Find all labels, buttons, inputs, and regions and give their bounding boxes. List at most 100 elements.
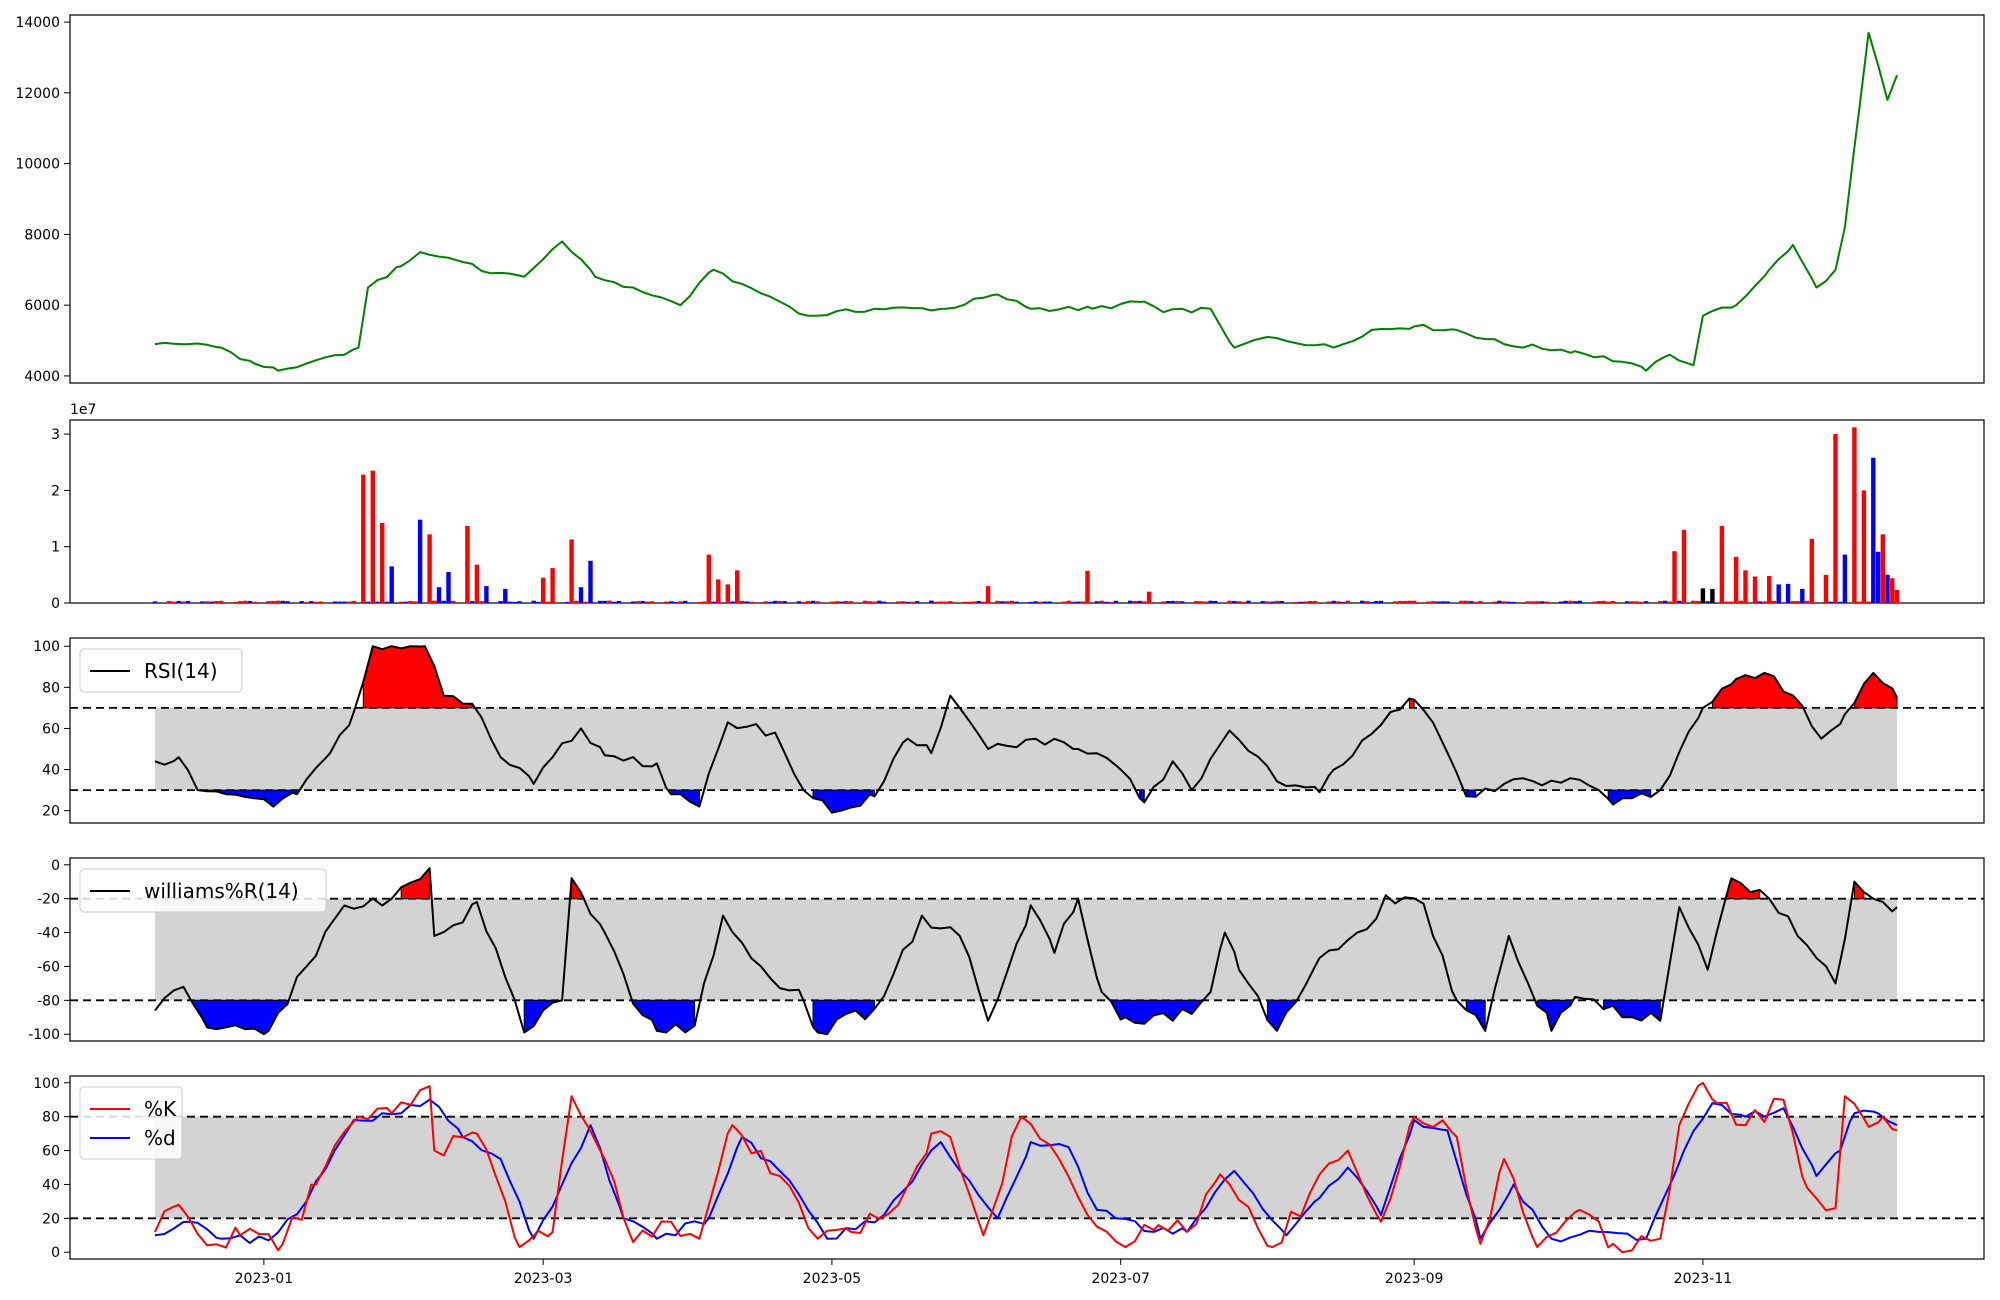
volume-bar bbox=[1610, 600, 1616, 603]
y-tick-label: 14000 bbox=[15, 15, 60, 31]
volume-bar bbox=[597, 600, 603, 603]
volume-bar bbox=[342, 601, 347, 603]
volume-bar bbox=[285, 601, 290, 603]
volume-bar bbox=[645, 601, 650, 603]
volume-bar bbox=[612, 601, 617, 603]
volume-bar bbox=[1393, 601, 1398, 603]
volume-bar bbox=[1591, 601, 1597, 603]
volume-bar bbox=[1270, 601, 1275, 603]
volume-bar bbox=[948, 601, 953, 603]
volume-bar bbox=[815, 601, 820, 603]
volume-bar bbox=[1004, 601, 1010, 603]
volume-bar bbox=[1733, 556, 1739, 603]
volume-bar bbox=[664, 601, 669, 603]
volume-bar bbox=[668, 601, 674, 603]
volume-bar bbox=[1061, 601, 1067, 603]
volume-bar bbox=[365, 601, 371, 603]
volume-bar bbox=[1838, 601, 1843, 603]
volume-bar bbox=[872, 601, 877, 603]
y-tick-label: 6000 bbox=[24, 298, 60, 314]
volume-bar bbox=[266, 601, 271, 603]
volume-bar bbox=[1568, 600, 1573, 603]
volume-bar bbox=[247, 601, 252, 603]
volume-bar bbox=[569, 539, 574, 603]
volume-bar bbox=[1871, 457, 1876, 603]
volume-bar bbox=[436, 587, 442, 603]
volume-bar bbox=[337, 601, 342, 603]
y-tick-label: 100 bbox=[33, 639, 60, 655]
volume-bar bbox=[1014, 601, 1019, 603]
volume-bar bbox=[1374, 601, 1379, 603]
williams-oversold-area bbox=[632, 999, 696, 1034]
volume-bar bbox=[1809, 538, 1814, 603]
volume-bar bbox=[479, 601, 484, 603]
volume-bar bbox=[209, 601, 214, 603]
volume-bar bbox=[1833, 434, 1838, 603]
volume-bar bbox=[361, 474, 366, 603]
legend-frame bbox=[79, 868, 327, 913]
legend-label: RSI(14) bbox=[144, 659, 218, 683]
volume-bar bbox=[848, 601, 854, 603]
volume-bar bbox=[829, 601, 835, 603]
volume-bar bbox=[152, 601, 158, 603]
volume-bar bbox=[1506, 601, 1511, 603]
volume-bar bbox=[995, 600, 1000, 603]
y-tick-label: 8000 bbox=[24, 227, 60, 243]
volume-bar bbox=[1535, 601, 1540, 603]
volume-bar bbox=[536, 601, 541, 603]
volume-bar bbox=[1842, 554, 1848, 603]
volume-bar bbox=[1132, 601, 1138, 603]
y-tick-label: 20 bbox=[42, 804, 60, 820]
volume-bar bbox=[697, 602, 702, 603]
volume-bar bbox=[962, 601, 967, 603]
volume-bar bbox=[271, 600, 276, 603]
volume-bar bbox=[1104, 601, 1109, 603]
volume-bar bbox=[1681, 529, 1687, 603]
volume-bar bbox=[1298, 601, 1303, 603]
legend-box-4: williams%R(14) bbox=[79, 868, 327, 913]
volume-bar bbox=[938, 601, 943, 603]
volume-bar bbox=[1000, 601, 1005, 603]
volume-bar bbox=[1643, 601, 1649, 603]
volume-bar bbox=[1109, 602, 1114, 603]
panel-frame-3 bbox=[69, 637, 1985, 824]
y-tick-label: -80 bbox=[37, 993, 60, 1009]
volume-bar bbox=[1724, 601, 1729, 603]
stochastic-k-line bbox=[154, 1081, 1898, 1254]
volume-bar bbox=[1785, 583, 1791, 603]
volume-bar bbox=[1071, 601, 1076, 603]
volume-bar bbox=[881, 601, 887, 603]
williams-oversold-area bbox=[812, 999, 875, 1035]
y-tick-label: -100 bbox=[28, 1027, 60, 1043]
volume-bar bbox=[1127, 600, 1133, 603]
volume-bar bbox=[1885, 574, 1890, 603]
volume-bar bbox=[1440, 601, 1445, 603]
volume-bar bbox=[1667, 601, 1672, 603]
volume-bar bbox=[1634, 601, 1639, 603]
x-tick-label: 2023-01 bbox=[235, 1271, 294, 1287]
y-tick-label: 40 bbox=[42, 1177, 60, 1193]
volume-bar bbox=[470, 601, 475, 603]
volume-bar bbox=[1577, 600, 1582, 603]
volume-bar bbox=[181, 601, 186, 603]
y-tick-label: 0 bbox=[51, 596, 60, 612]
volume-bar bbox=[1236, 601, 1242, 603]
volume-bar bbox=[185, 601, 191, 603]
volume-bar bbox=[1146, 591, 1152, 603]
volume-bar bbox=[1009, 600, 1014, 603]
volume-bar bbox=[346, 601, 352, 603]
volume-bar bbox=[1397, 600, 1403, 603]
volume-bar bbox=[943, 601, 948, 603]
volume-bar bbox=[275, 600, 281, 603]
volume-bar bbox=[1525, 601, 1530, 603]
volume-bar bbox=[1662, 600, 1668, 603]
volume-bar bbox=[1497, 600, 1502, 603]
volume-bar bbox=[588, 560, 593, 603]
volume-bar bbox=[649, 601, 655, 603]
y-tick-label: -20 bbox=[37, 892, 60, 908]
volume-bar bbox=[1213, 600, 1218, 603]
volume-bar bbox=[1331, 600, 1336, 603]
volume-bar bbox=[782, 601, 787, 603]
rsi-neutral-band bbox=[155, 707, 1897, 791]
y-tick-label: 60 bbox=[42, 721, 60, 737]
